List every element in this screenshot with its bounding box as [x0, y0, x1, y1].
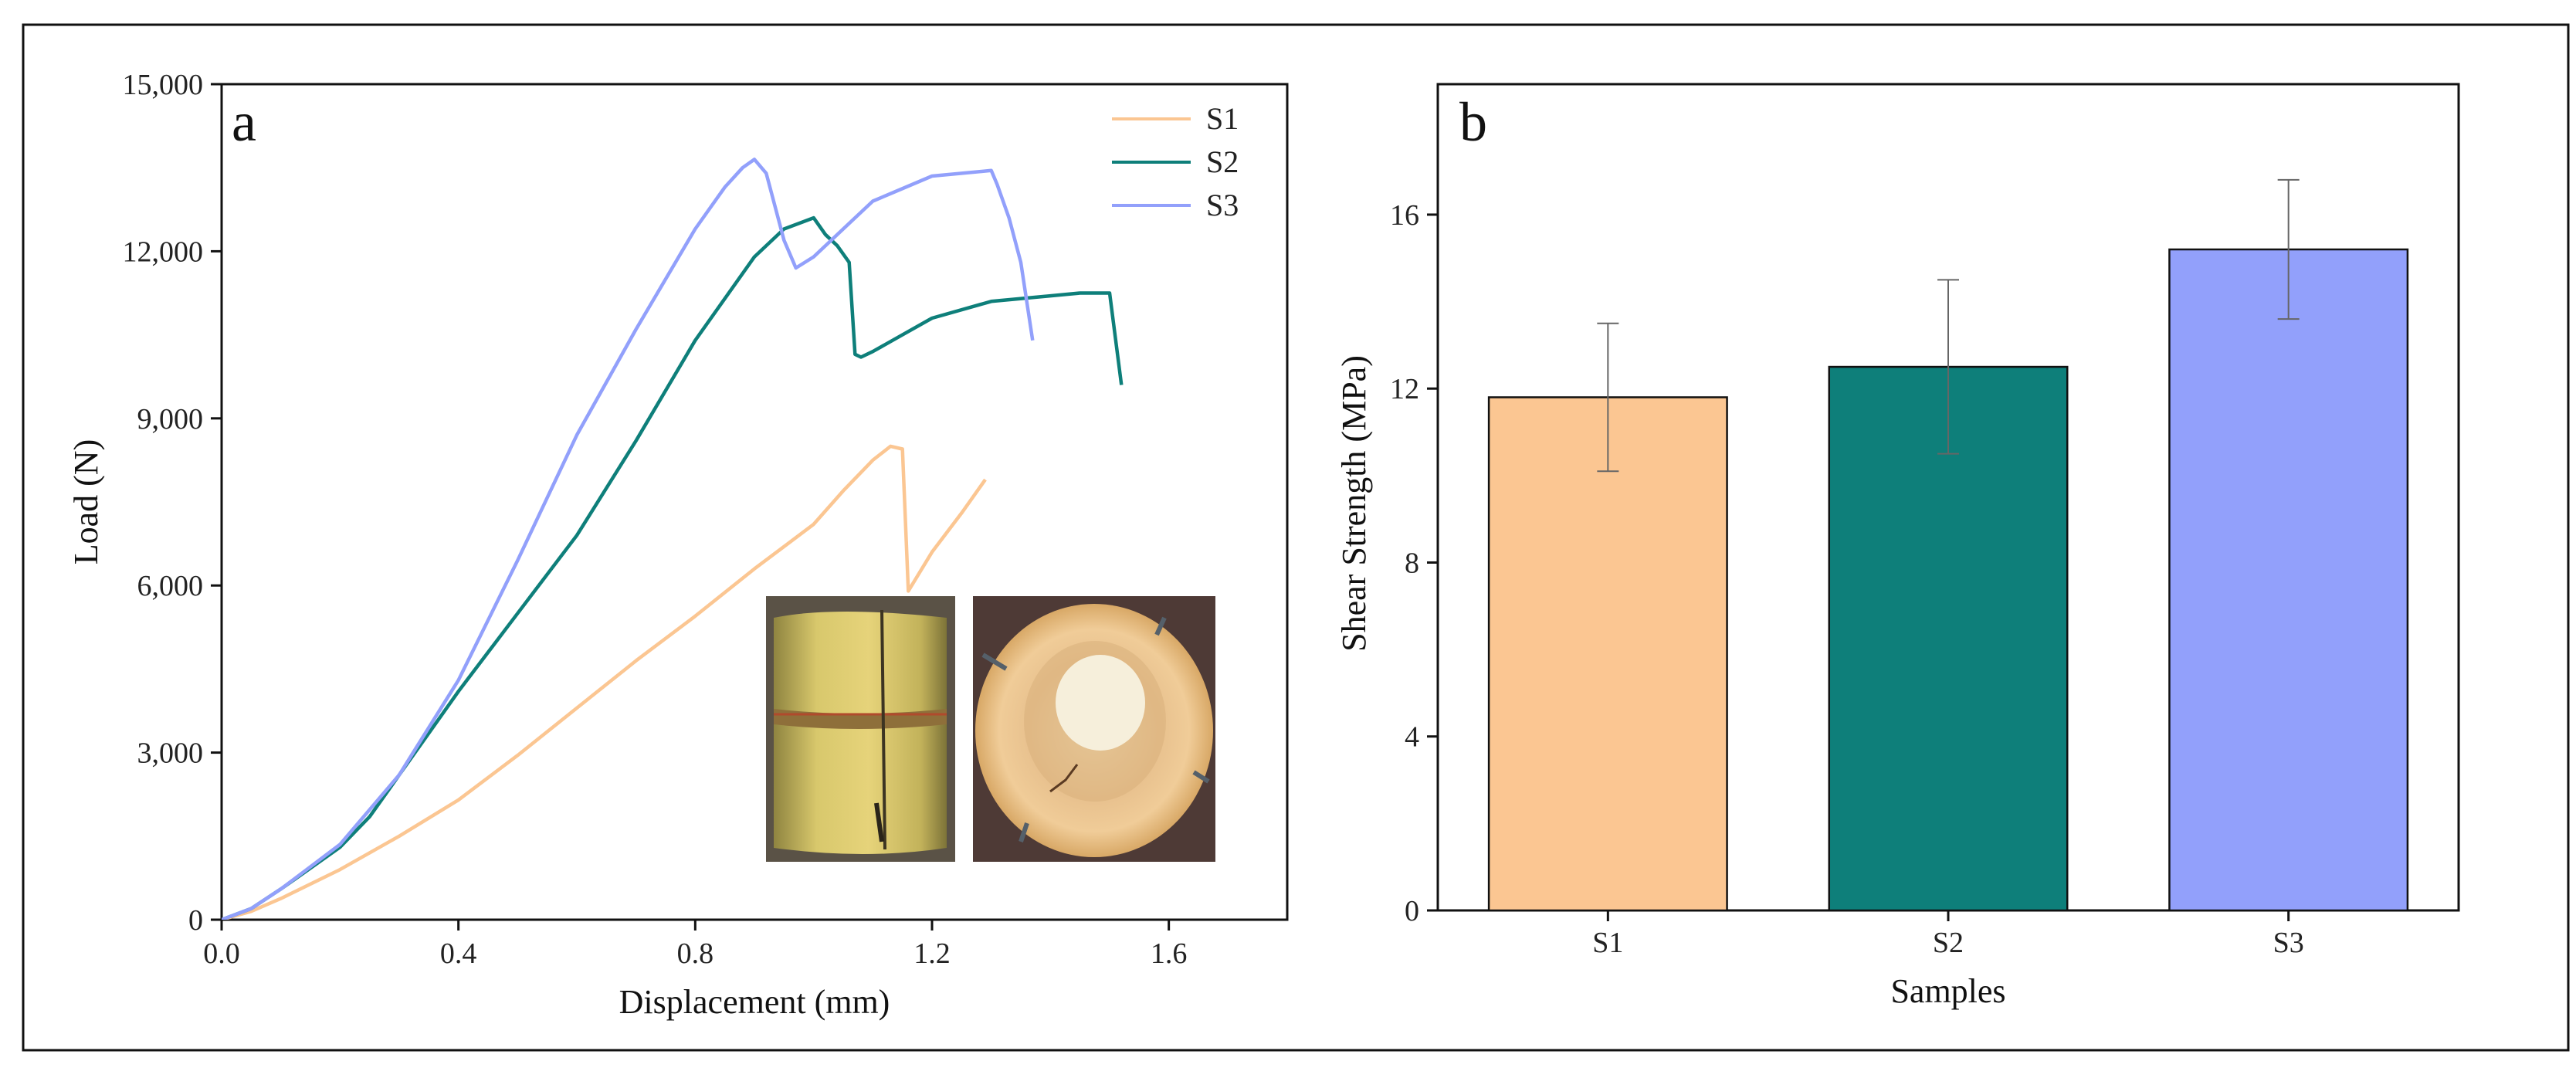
x-tick-label-a: 1.6 [1151, 937, 1188, 970]
legend-label-s1: S1 [1206, 101, 1239, 136]
bar-s3 [2168, 248, 2409, 912]
x-axis-label-b: Samples [1890, 972, 2005, 1010]
y-tick-label-b: 12 [1390, 373, 1419, 405]
panel-b-bar-chart: 0 4 8 12 16 S1 S2 S3 b Samples Shear Strength … [1335, 83, 2460, 1010]
y-tick-label-a: 9,000 [137, 403, 204, 436]
x-tick-label-a: 0.4 [440, 937, 477, 970]
x-tick-label-b: S3 [2273, 927, 2304, 959]
y-axis-label-b: Shear Strength (MPa) [1335, 355, 1373, 652]
y-tick-label-b: 8 [1405, 547, 1419, 579]
y-tick-label-a: 6,000 [137, 570, 204, 602]
legend-a: S1 S2 S3 [1112, 101, 1239, 222]
y-tick-label-a: 12,000 [123, 236, 204, 268]
legend-label-s2: S2 [1206, 144, 1239, 179]
x-tick-label-a: 1.2 [913, 937, 951, 970]
x-tick-label-b: S2 [1933, 927, 1964, 959]
panel-label-a: a [232, 91, 256, 153]
x-tick-label-a: 0.8 [677, 937, 714, 970]
series-line-s2 [222, 215, 1124, 920]
y-axis-label-a: Load (N) [67, 439, 105, 565]
y-tick-label-b: 0 [1405, 895, 1419, 927]
series-line-s3 [222, 158, 1035, 920]
y-tick-label-a: 15,000 [123, 69, 204, 101]
figure-border [22, 23, 2570, 1052]
y-tick-label-b: 16 [1390, 199, 1419, 232]
inset-photo-cross-section [973, 596, 1215, 862]
x-tick-label-a: 0.0 [203, 937, 240, 970]
panel-a-line-chart: 0.0 0.4 0.8 1.2 1.6 0 3,000 6,000 9,000 12,000 15… [67, 69, 1289, 1021]
panel-label-b: b [1459, 91, 1487, 153]
bar-s2 [1828, 365, 2069, 912]
x-axis-label-a: Displacement (mm) [619, 983, 890, 1021]
x-tick-label-b: S1 [1592, 927, 1623, 959]
y-tick-label-b: 4 [1405, 721, 1419, 754]
inset-photo-side [766, 596, 955, 862]
series-line-s1 [222, 444, 987, 920]
bar-s1 [1487, 396, 1728, 912]
y-tick-label-a: 0 [188, 904, 203, 937]
y-tick-label-a: 3,000 [137, 737, 204, 770]
legend-label-s3: S3 [1206, 188, 1239, 222]
